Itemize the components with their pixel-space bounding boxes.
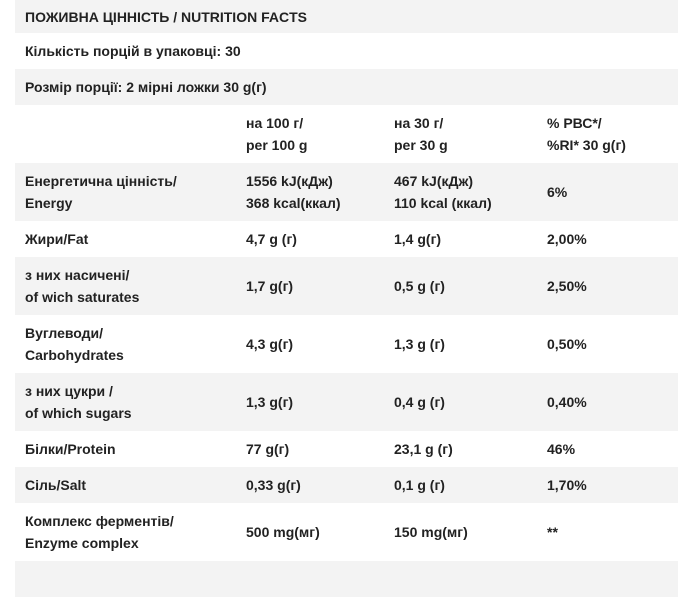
table-row: Жири/Fat 4,7 g (г) 1,4 g(г) 2,00% (15, 221, 678, 257)
value-per-30g: 23,1 g (г) (394, 441, 453, 457)
value-per-100g: 1,3 g(г) (246, 394, 294, 410)
table-row: з них цукри / of which sugars 1,3 g(г) 0,4 … (15, 373, 678, 431)
ri-percent: 46% (547, 441, 576, 457)
value-per-100g: 77 g(г) (246, 441, 290, 457)
nutrient-name: Жири/Fat (25, 231, 89, 247)
value-per-30g: 467 kJ(кДж) 110 kcal (ккал) (394, 173, 492, 211)
nutrient-name: Вуглеводи/Carbohydrates (25, 325, 124, 363)
table-row: з них насичені/of wich saturates 1,7 g(г)… (15, 257, 678, 315)
ri-percent: 1,70% (547, 477, 587, 493)
value-per-100g: 1,7 g(г) (246, 278, 294, 294)
header-ri: % РВС*/ %RI* 30 g(г) (547, 115, 626, 153)
value-per-30g: 0,1 g (г) (394, 477, 445, 493)
ri-percent: ** (547, 524, 558, 540)
table-row: Вуглеводи/Carbohydrates 4,3 g(г) 1,3 g (г)… (15, 315, 678, 373)
serving-size-row: Розмір порції: 2 мірні ложки 30 g(г) (15, 69, 678, 105)
table-title: ПОЖИВНА ЦІННІСТЬ / NUTRITION FACTS (25, 8, 307, 25)
header-row: на 100 г/ per 100 g на 30 г/ per 30 g % … (15, 105, 678, 163)
ri-percent: 0,40% (547, 394, 587, 410)
header-per100: на 100 г/ per 100 g (246, 115, 308, 153)
value-per-30g: 150 mg(мг) (394, 524, 468, 540)
nutrition-table: ПОЖИВНА ЦІННІСТЬ / NUTRITION FACTS Кільк… (15, 0, 678, 597)
value-per-30g: 1,4 g(г) (394, 231, 442, 247)
footer-row (15, 561, 678, 597)
nutrient-name: Енергетична цінність/Energy (25, 173, 177, 211)
table-row: Сіль/Salt 0,33 g(г) 0,1 g (г) 1,70% (15, 467, 678, 503)
header-per30: на 30 г/ per 30 g (394, 115, 448, 153)
ri-percent: 2,00% (547, 231, 587, 247)
value-per-100g: 1556 kJ(кДж) 368 kcal(ккал) (246, 173, 341, 211)
value-per-100g: 4,7 g (г) (246, 231, 297, 247)
ri-percent: 6% (547, 184, 568, 200)
value-per-30g: 1,3 g (г) (394, 336, 445, 352)
servings-row: Кількість порцій в упаковці: 30 (15, 33, 678, 69)
table-row: Комплекс ферментів/Enzyme complex 500 mg(… (15, 503, 678, 561)
value-per-100g: 4,3 g(г) (246, 336, 294, 352)
value-per-100g: 0,33 g(г) (246, 477, 301, 493)
servings-per-package: Кількість порцій в упаковці: 30 (25, 43, 241, 59)
nutrient-name: з них цукри / of which sugars (25, 383, 132, 421)
value-per-30g: 0,5 g (г) (394, 278, 445, 294)
nutrient-name: Комплекс ферментів/Enzyme complex (25, 513, 174, 551)
nutrient-name: з них насичені/of wich saturates (25, 267, 140, 305)
table-row: Енергетична цінність/Energy 1556 kJ(кДж) 3… (15, 163, 678, 221)
ri-percent: 2,50% (547, 278, 587, 294)
nutrient-name: Білки/Protein (25, 441, 116, 457)
value-per-30g: 0,4 g (г) (394, 394, 445, 410)
serving-size: Розмір порції: 2 мірні ложки 30 g(г) (25, 79, 267, 95)
nutrient-name: Сіль/Salt (25, 477, 87, 493)
ri-percent: 0,50% (547, 336, 587, 352)
value-per-100g: 500 mg(мг) (246, 524, 320, 540)
table-row: Білки/Protein 77 g(г) 23,1 g (г) 46% (15, 431, 678, 467)
title-row: ПОЖИВНА ЦІННІСТЬ / NUTRITION FACTS (15, 0, 678, 33)
